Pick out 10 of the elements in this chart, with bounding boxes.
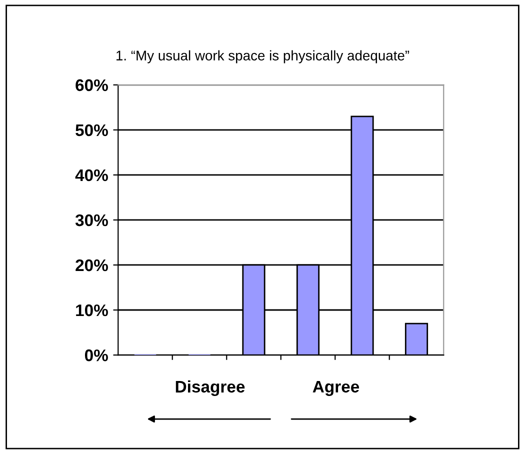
y-tick-label: 0% (84, 349, 108, 362)
y-tick-label: 10% (76, 304, 108, 316)
y-tick-label: 20% (76, 259, 108, 272)
y-tick-label: 40% (75, 169, 108, 182)
y-tick-label: 30% (75, 214, 108, 226)
text: Agree (312, 380, 360, 396)
y-tick-label: 50% (76, 124, 108, 136)
y-tick-label: 60% (76, 79, 108, 92)
chart-title: 1. “My usual work space is physically adequate” (116, 50, 410, 64)
text: Disagree (176, 380, 245, 396)
